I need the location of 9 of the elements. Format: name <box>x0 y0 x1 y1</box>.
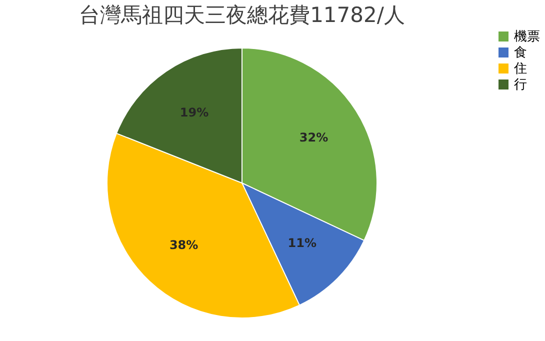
legend-label: 食 <box>514 46 527 60</box>
data-label: 38% <box>169 238 198 252</box>
data-label: 19% <box>180 106 209 120</box>
legend-label: 住 <box>513 62 527 76</box>
legend-label: 行 <box>514 78 527 92</box>
data-label: 11% <box>288 236 316 250</box>
chart-title: 台灣馬祖四天三夜總花費11782/人 <box>79 3 405 27</box>
data-label: 32% <box>299 130 328 144</box>
legend-label: 機票 <box>514 30 540 44</box>
